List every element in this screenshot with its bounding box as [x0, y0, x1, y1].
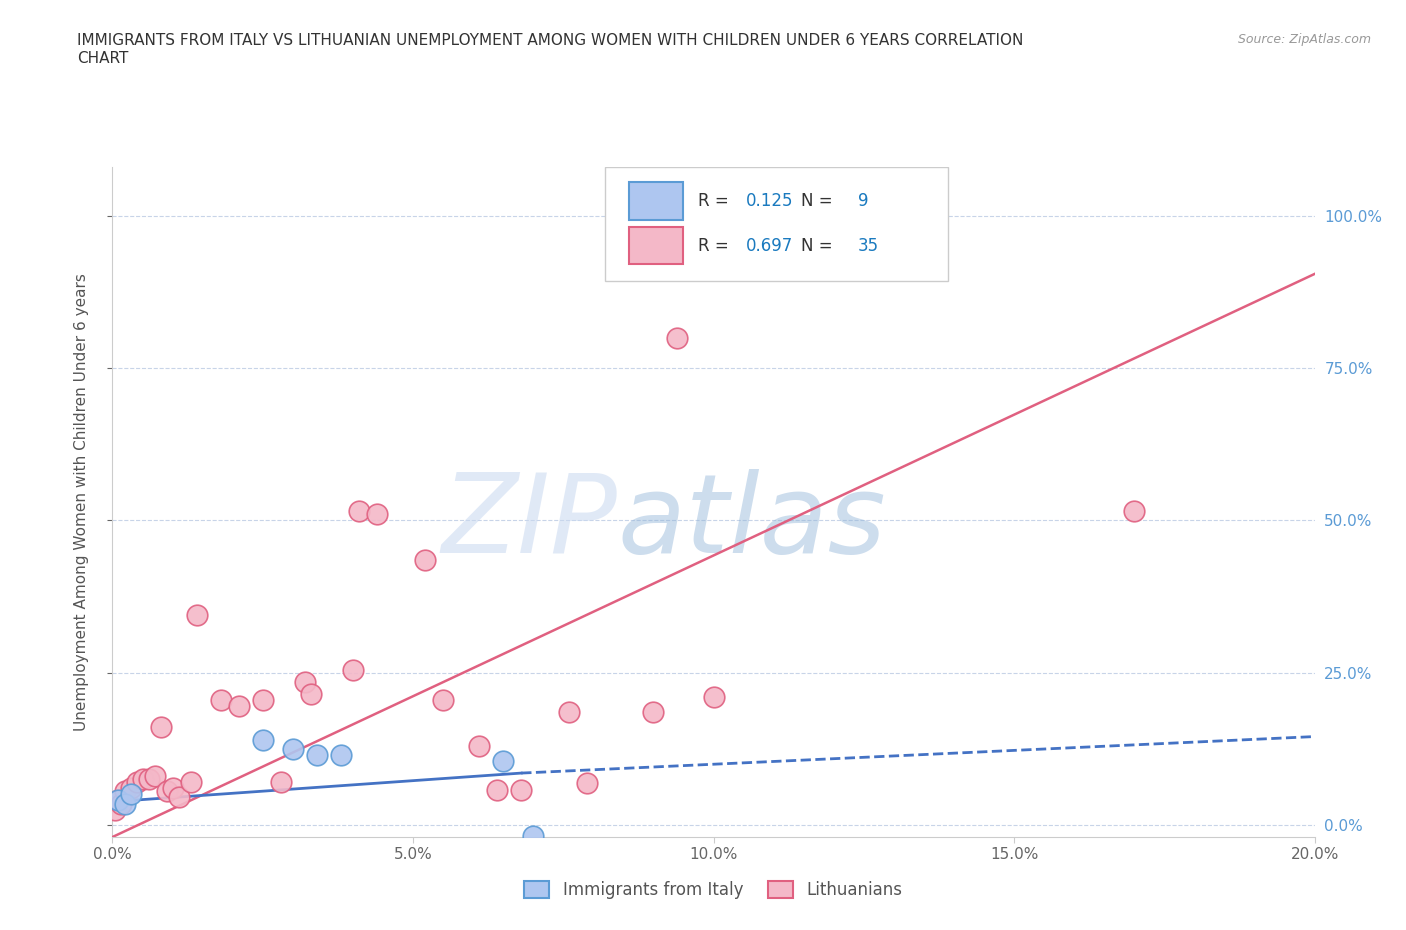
Point	[125, 775, 148, 790]
Point	[643, 705, 665, 720]
Point	[114, 784, 136, 799]
Point	[558, 705, 581, 720]
Point	[143, 769, 166, 784]
Text: atlas: atlas	[617, 469, 886, 576]
Point	[347, 504, 370, 519]
Point	[110, 796, 132, 811]
Text: R =: R =	[697, 237, 728, 255]
Text: ZIP: ZIP	[441, 469, 617, 576]
Point	[107, 793, 129, 808]
Point	[366, 507, 388, 522]
Text: N =: N =	[801, 237, 832, 255]
Point	[492, 753, 515, 768]
Point	[252, 732, 274, 747]
Point	[299, 686, 322, 701]
Point	[666, 330, 689, 345]
Text: 35: 35	[858, 237, 879, 255]
Point	[281, 741, 304, 756]
FancyBboxPatch shape	[630, 227, 683, 264]
Point	[120, 781, 142, 796]
Y-axis label: Unemployment Among Women with Children Under 6 years: Unemployment Among Women with Children U…	[75, 273, 89, 731]
Point	[486, 782, 509, 797]
Point	[342, 662, 364, 677]
Point	[228, 698, 250, 713]
Point	[186, 607, 208, 622]
Point	[149, 720, 172, 735]
FancyBboxPatch shape	[606, 167, 948, 281]
Legend: Immigrants from Italy, Lithuanians: Immigrants from Italy, Lithuanians	[517, 874, 910, 906]
Point	[104, 803, 127, 817]
Point	[180, 775, 202, 790]
Point	[120, 787, 142, 802]
Point	[432, 693, 454, 708]
Point	[138, 772, 160, 787]
Point	[468, 738, 491, 753]
Text: 0.697: 0.697	[747, 237, 793, 255]
Point	[167, 790, 190, 804]
Point	[305, 748, 328, 763]
Text: CHART: CHART	[77, 51, 129, 66]
Point	[155, 784, 177, 799]
Point	[252, 693, 274, 708]
Point	[1123, 504, 1146, 519]
Text: 9: 9	[858, 192, 869, 210]
Point	[270, 775, 292, 790]
Point	[294, 674, 316, 689]
Point	[131, 772, 153, 787]
Point	[107, 793, 129, 808]
Text: 0.125: 0.125	[747, 192, 793, 210]
Text: IMMIGRANTS FROM ITALY VS LITHUANIAN UNEMPLOYMENT AMONG WOMEN WITH CHILDREN UNDER: IMMIGRANTS FROM ITALY VS LITHUANIAN UNEM…	[77, 33, 1024, 47]
Point	[510, 782, 533, 797]
Text: Source: ZipAtlas.com: Source: ZipAtlas.com	[1237, 33, 1371, 46]
Point	[702, 689, 725, 704]
Point	[522, 829, 544, 844]
Text: N =: N =	[801, 192, 832, 210]
Point	[209, 693, 232, 708]
Point	[114, 796, 136, 811]
Point	[162, 781, 184, 796]
FancyBboxPatch shape	[630, 182, 683, 219]
Point	[576, 776, 599, 790]
Point	[413, 552, 436, 567]
Point	[329, 748, 352, 763]
Text: R =: R =	[697, 192, 728, 210]
